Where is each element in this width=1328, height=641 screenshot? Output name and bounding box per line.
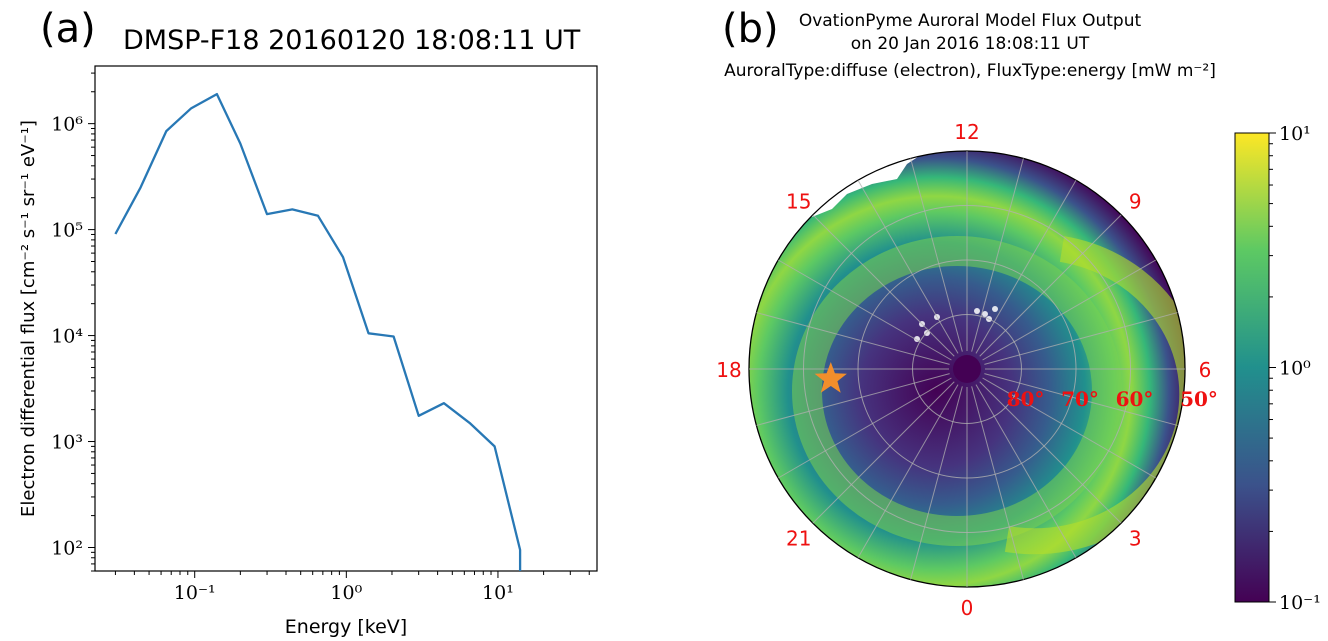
mlt-radial-line [910,386,963,580]
colorbar [1234,132,1270,603]
panel-b-title-line-2: on 20 Jan 2016 18:08:11 UT [850,34,1090,54]
flux-line-chart: 10⁻¹ 10⁰ 10¹ 10² 10³ 10⁴ 10⁵ 10⁶ Energy [keV] Ele… [18,65,598,638]
no-data-speck [982,311,988,317]
panel-b-title-line-3: AuroralType:diffuse (electron), FluxType… [724,61,1216,81]
no-data-speck [992,306,998,312]
plot-frame [94,65,598,572]
mlt-radial-line [812,214,955,357]
mlt-radial-line [979,381,1122,524]
mlt-radial-line [971,158,1024,352]
x-axis-label: Energy [keV] [285,616,407,638]
mlt-radial-line [857,384,959,559]
mlt-radial-line [910,158,963,352]
panel-b-label: (b) [722,6,779,52]
mlt-radial-line [971,386,1024,580]
mlt-label: 6 [1199,358,1212,382]
y-axis-label: Electron differential flux [cm⁻² s⁻¹ sr⁻… [18,120,39,517]
panel-b-title-line-1: OvationPyme Auroral Model Flux Output [798,11,1142,31]
mlt-radial-line [812,381,955,524]
latitude-label: 60° [1116,387,1154,411]
mlt-label: 12 [954,120,979,144]
colorbar-tick-label: 10⁰ [1279,358,1311,380]
mlt-radial-line [982,259,1157,361]
mlt-label: 21 [786,526,811,550]
mlt-radial-line [777,259,952,361]
location-star-marker [814,362,847,393]
no-data-speck [924,330,930,336]
mlt-label: 15 [786,190,811,214]
latitude-label: 50° [1180,387,1218,411]
mlt-radial-line [979,214,1122,357]
oval-band [792,236,1122,546]
y-tick-label: 10⁶ [51,114,83,136]
colorbar-tick-label: 10¹ [1279,123,1311,145]
mlt-radial-line [975,384,1077,559]
flux-series-line [114,92,522,571]
mlt-label: 3 [1129,526,1142,550]
mlt-radial-line [756,312,950,365]
latitude-label: 70° [1061,387,1099,411]
y-tick-label: 10³ [51,432,83,454]
panel-a-label: (a) [40,6,96,52]
y-tick-label: 10⁵ [51,220,83,242]
mlt-radial-line [975,179,1077,354]
pole-center [953,355,981,383]
aurora-oval [792,236,1185,555]
mlt-radial-line [857,179,959,354]
mlt-label: 18 [716,358,741,382]
x-tick-label: 10⁻¹ [174,582,216,604]
x-tick-label: 10¹ [482,582,514,604]
oval-bright-dawn [1004,236,1185,555]
mlt-radial-line [982,377,1157,479]
y-tick-label: 10² [51,537,83,559]
mlt-radial-line [756,373,950,426]
x-tick-label: 10⁰ [330,582,362,604]
y-tick-label: 10⁴ [51,326,83,348]
no-data-speck [974,308,980,314]
colorbar-tick-label: 10⁻¹ [1279,592,1321,614]
auroral-polar-map: 12 9 6 3 0 21 18 15 80° 70° 60° 50° 10⁻¹ 10⁰ 10¹ [716,120,1321,620]
mlt-radial-line [984,312,1178,365]
latitude-label: 80° [1007,387,1045,411]
panel-a-title: DMSP-F18 20160120 18:08:11 UT [123,25,581,56]
mlt-radial-line [984,373,1178,426]
mlt-label: 9 [1129,190,1142,214]
mlt-label: 0 [961,596,974,620]
mlt-radial-line [777,377,952,479]
